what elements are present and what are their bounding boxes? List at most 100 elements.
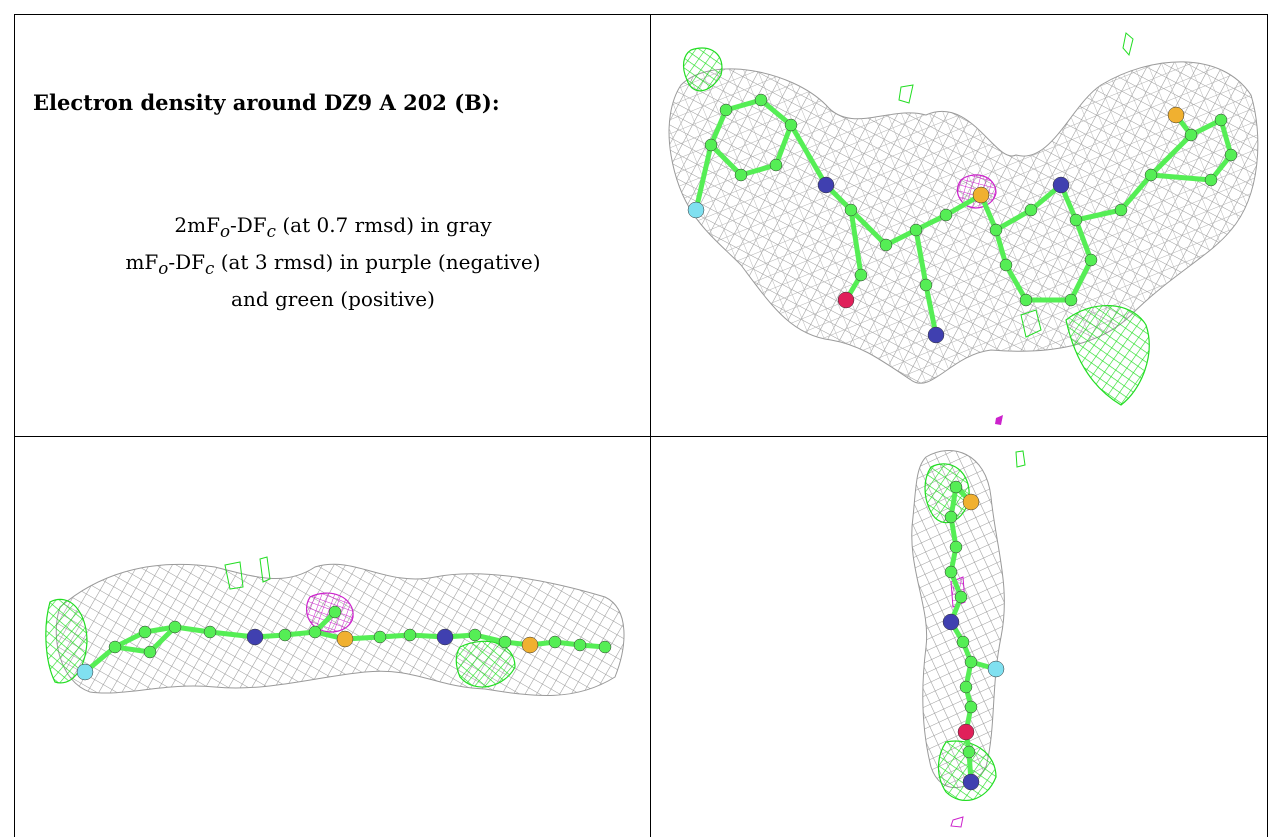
- atom: [964, 700, 978, 714]
- atom: [1052, 176, 1070, 194]
- bond: [994, 207, 1033, 233]
- atom: [498, 635, 512, 649]
- bond: [1003, 263, 1029, 302]
- grid-line-left: [14, 14, 15, 837]
- bond: [923, 284, 939, 336]
- atom: [754, 93, 768, 107]
- atom: [1024, 203, 1038, 217]
- atom: [939, 208, 953, 222]
- atom: [143, 645, 157, 659]
- grid-line-mid: [14, 436, 1268, 437]
- atom: [1224, 148, 1238, 162]
- bond: [773, 124, 794, 166]
- atom: [704, 138, 718, 152]
- atom: [1167, 106, 1185, 124]
- bond: [693, 144, 714, 211]
- atom: [521, 636, 539, 654]
- atom: [548, 635, 562, 649]
- atom: [964, 655, 978, 669]
- atom: [954, 590, 968, 604]
- atom: [959, 680, 973, 694]
- atom: [1204, 173, 1218, 187]
- panel-top-view: [651, 15, 1267, 436]
- molecule-top-view: [687, 93, 1238, 344]
- atom: [403, 628, 417, 642]
- grid-line-right: [1267, 14, 1268, 837]
- legend-line-2fofc: 2mFo-DFc (at 0.7 rmsd) in gray: [174, 213, 492, 241]
- atom: [957, 723, 975, 741]
- atom: [944, 565, 958, 579]
- density-mesh-gray: [668, 61, 1259, 384]
- atom: [308, 625, 322, 639]
- bond: [788, 123, 829, 187]
- panel-end-view: [651, 437, 1267, 837]
- density-mesh-positive: [45, 556, 516, 688]
- atom: [854, 268, 868, 282]
- atom: [278, 628, 292, 642]
- bond: [1149, 133, 1193, 177]
- atom: [949, 540, 963, 554]
- bond: [848, 209, 864, 276]
- electron-density-end-view-icon: [911, 450, 1026, 828]
- atom: [987, 660, 1005, 678]
- atom: [1064, 293, 1078, 307]
- atom: [373, 630, 387, 644]
- bond: [759, 98, 793, 127]
- bond: [1119, 173, 1153, 212]
- legend-text: 2mFo-DFc (at 0.7 rmsd) in gray mFo-DFc (…: [15, 210, 650, 314]
- bond: [1075, 207, 1122, 223]
- electron-density-top-view-icon: [668, 32, 1259, 425]
- atom: [769, 158, 783, 172]
- atom: [246, 628, 264, 646]
- atom: [76, 663, 94, 681]
- atom: [1114, 203, 1128, 217]
- atom: [687, 201, 705, 219]
- atom: [138, 625, 152, 639]
- figure-grid: Electron density around DZ9 A 202 (B): 2…: [14, 14, 1268, 837]
- atom: [879, 238, 893, 252]
- density-mesh-positive: [682, 32, 1150, 406]
- panel-side-view: [15, 437, 650, 837]
- atom: [108, 640, 122, 654]
- grid-line-top: [14, 14, 1268, 15]
- atom: [962, 745, 976, 759]
- atom: [942, 613, 960, 631]
- atom: [573, 638, 587, 652]
- atom: [436, 628, 454, 646]
- bond: [913, 229, 929, 286]
- atom: [468, 628, 482, 642]
- atom: [336, 630, 354, 648]
- bond: [1068, 258, 1094, 302]
- atom: [817, 176, 835, 194]
- atom: [734, 168, 748, 182]
- electron-density-side-view-icon: [45, 556, 625, 696]
- bond: [1150, 172, 1212, 183]
- atom: [972, 186, 990, 204]
- atom: [927, 326, 945, 344]
- bond: [708, 109, 729, 146]
- atom: [1084, 253, 1098, 267]
- legend-title: Electron density around DZ9 A 202 (B):: [33, 90, 500, 115]
- atom: [598, 640, 612, 654]
- atom: [949, 480, 963, 494]
- atom: [203, 625, 217, 639]
- atom: [1144, 168, 1158, 182]
- atom: [1069, 213, 1083, 227]
- atom: [168, 620, 182, 634]
- atom: [909, 223, 923, 237]
- atom: [956, 635, 970, 649]
- atom: [919, 278, 933, 292]
- molecule-side-view: [76, 605, 612, 681]
- atom: [837, 291, 855, 309]
- grid-line-middle: [650, 14, 651, 837]
- density-mesh-positive: [924, 450, 1026, 801]
- molecule-end-view: [942, 480, 1005, 791]
- atom: [944, 510, 958, 524]
- atom: [989, 223, 1003, 237]
- atom: [962, 773, 980, 791]
- bond: [1073, 219, 1094, 261]
- atom: [844, 203, 858, 217]
- atom: [784, 118, 798, 132]
- atom: [719, 103, 733, 117]
- atom: [1184, 128, 1198, 142]
